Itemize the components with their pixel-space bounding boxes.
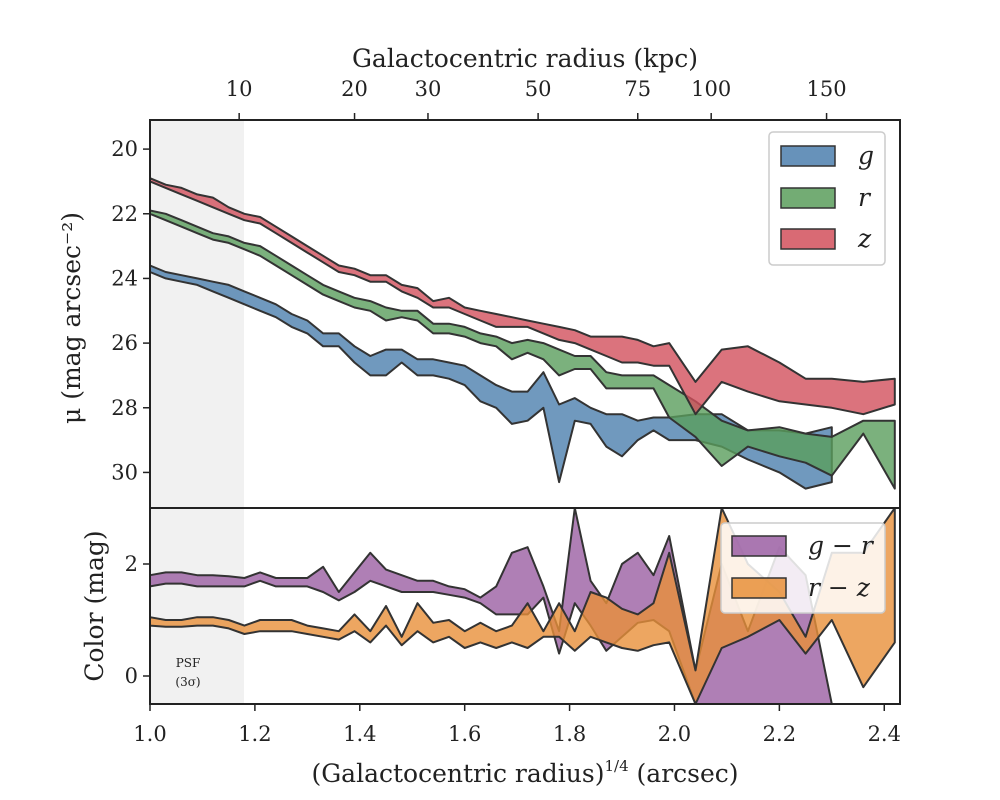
top-y-axis-title: μ (mag arcsec⁻²) — [57, 212, 86, 424]
top-y-ticks: 20 22 24 26 28 30 — [111, 137, 150, 484]
x-tick-label: 1.4 — [343, 722, 376, 746]
top-y-tick-label: 28 — [111, 396, 138, 420]
bottom-panel: 02 1.0 1.2 1.4 1.6 1.8 2.0 2.2 2.4 PSF (3σ) Col… — [80, 507, 901, 788]
bottom-y-tick-label: 2 — [125, 552, 138, 576]
top-secondary-tick-label: 10 — [226, 77, 253, 101]
x-tick-label: 1.2 — [238, 722, 271, 746]
top-x-axis-title: Galactocentric radius (kpc) — [352, 44, 698, 73]
top-y-tick-label: 30 — [111, 460, 138, 484]
top-psf-band — [150, 120, 244, 508]
x-axis-title-exponent: 1/4 — [604, 757, 628, 775]
top-y-tick-label: 22 — [111, 202, 138, 226]
x-tick-label: 2.0 — [658, 722, 691, 746]
top-secondary-tick-label: 30 — [415, 77, 442, 101]
x-axis-title-base: (Galactocentric radius) — [311, 759, 604, 788]
top-y-tick-label: 26 — [111, 331, 138, 355]
x-tick-label: 1.8 — [553, 722, 586, 746]
x-tick-label: 1.6 — [448, 722, 481, 746]
top-panel: 20 22 24 26 28 30 10 20 30 50 75 100 150 Galactocen… — [57, 44, 901, 509]
x-tick-label: 2.4 — [868, 722, 901, 746]
x-tick-label: 2.2 — [763, 722, 796, 746]
legend-g-r-label: g − r — [808, 531, 875, 560]
legend-z-label: z — [857, 224, 872, 253]
top-y-tick-label: 20 — [111, 137, 138, 161]
legend-g-swatch — [780, 145, 836, 167]
bottom-y-tick-label: 0 — [125, 664, 138, 688]
psf-annotation-line1: PSF — [176, 656, 201, 670]
series-r-z-band — [149, 507, 896, 705]
top-secondary-tick-label: 50 — [525, 77, 552, 101]
series-g-band — [149, 264, 833, 490]
legend-r-z-label: r − z — [808, 573, 871, 602]
legend-g-r-swatch — [731, 535, 787, 557]
x-axis-title: (Galactocentric radius)1/4 (arcsec) — [311, 757, 738, 788]
top-secondary-x-ticks: 10 20 30 50 75 100 150 — [226, 77, 847, 120]
bottom-x-ticks: 1.0 1.2 1.4 1.6 1.8 2.0 2.2 2.4 — [133, 704, 901, 746]
bottom-plot-frame — [149, 507, 901, 705]
bottom-legend: g − r r − z — [720, 522, 886, 614]
top-y-tick-label: 24 — [111, 266, 138, 290]
legend-z-swatch — [780, 228, 836, 250]
top-legend: g r z — [768, 131, 886, 266]
x-tick-label: 1.0 — [133, 722, 166, 746]
series-r-band — [149, 209, 896, 490]
psf-annotation-line2: (3σ) — [175, 675, 200, 689]
legend-r-z-swatch — [731, 577, 787, 599]
legend-r-label: r — [858, 183, 872, 212]
bottom-psf-band — [150, 508, 244, 704]
top-series-group — [149, 177, 896, 490]
top-secondary-tick-label: 150 — [807, 77, 847, 101]
top-secondary-tick-label: 100 — [691, 77, 731, 101]
bottom-y-ticks: 02 — [125, 552, 150, 688]
bottom-y-axis-title: Color (mag) — [80, 530, 109, 681]
series-z-band — [149, 177, 896, 416]
top-secondary-tick-label: 75 — [624, 77, 651, 101]
x-axis-title-unit: (arcsec) — [629, 759, 739, 788]
legend-g-label: g — [858, 141, 874, 170]
top-secondary-tick-label: 20 — [341, 77, 368, 101]
legend-r-swatch — [780, 187, 836, 209]
